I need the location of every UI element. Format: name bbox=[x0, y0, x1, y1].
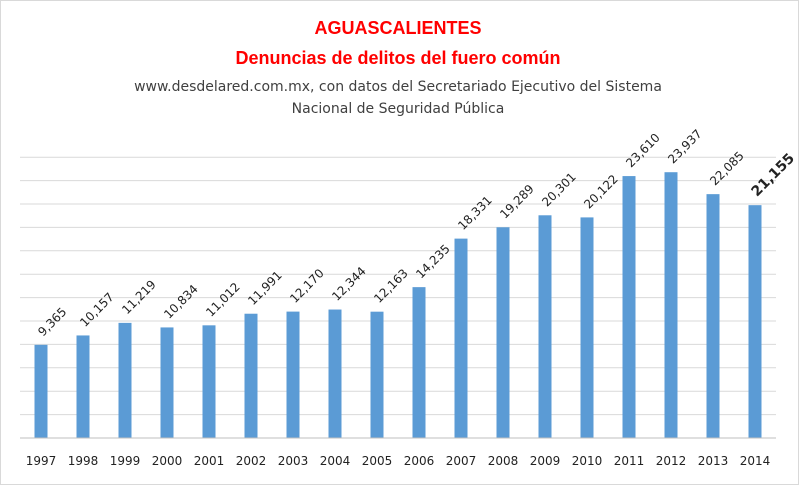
x-tick-label: 2013 bbox=[698, 454, 729, 468]
source-line-1: www.desdelared.com.mx, con datos del Sec… bbox=[134, 79, 662, 95]
bar-1997 bbox=[34, 344, 48, 438]
chart-subtitle: Denuncias de delitos del fuero común bbox=[235, 48, 560, 68]
bar-2008 bbox=[496, 227, 510, 438]
data-label: 22,085 bbox=[707, 149, 747, 189]
x-tick-label: 2008 bbox=[488, 454, 519, 468]
data-label: 21,155 bbox=[749, 150, 799, 200]
x-tick-label: 2004 bbox=[320, 454, 351, 468]
x-tick-label: 2011 bbox=[614, 454, 645, 468]
bar-2006 bbox=[412, 287, 426, 438]
data-label: 10,834 bbox=[161, 282, 201, 322]
bar-2009 bbox=[538, 215, 552, 438]
data-label: 18,331 bbox=[455, 193, 495, 233]
data-label: 12,170 bbox=[287, 266, 327, 306]
bar-2000 bbox=[160, 327, 174, 438]
data-label: 12,163 bbox=[371, 266, 411, 306]
bar-2007 bbox=[454, 238, 468, 438]
bar-1998 bbox=[76, 335, 90, 438]
data-label: 19,289 bbox=[497, 182, 537, 222]
x-tick-label: 2000 bbox=[152, 454, 183, 468]
bar-2010 bbox=[580, 217, 594, 438]
x-tick-label: 2010 bbox=[572, 454, 603, 468]
bar-2012 bbox=[664, 172, 678, 439]
data-label: 14,235 bbox=[413, 242, 453, 282]
data-label: 20,301 bbox=[539, 170, 579, 210]
bar-1999 bbox=[118, 322, 132, 438]
bar-2003 bbox=[286, 311, 300, 438]
bars bbox=[34, 172, 762, 439]
x-tick-label: 2009 bbox=[530, 454, 561, 468]
bar-2001 bbox=[202, 325, 216, 438]
bar-2013 bbox=[706, 194, 720, 438]
x-tick-label: 2007 bbox=[446, 454, 477, 468]
source-line-2: Nacional de Seguridad Pública bbox=[292, 101, 505, 117]
x-tick-label: 2006 bbox=[404, 454, 435, 468]
x-tick-labels: 1997 1998 1999 2000 2001 2002 2003 2004 2005 2006… bbox=[26, 454, 771, 468]
x-tick-label: 1997 bbox=[26, 454, 57, 468]
data-label: 9,365 bbox=[35, 305, 69, 339]
data-label: 10,157 bbox=[77, 290, 117, 330]
x-tick-label: 2005 bbox=[362, 454, 393, 468]
data-label: 23,937 bbox=[665, 127, 705, 167]
chart-title: AGUASCALIENTES bbox=[314, 18, 481, 38]
x-tick-label: 2003 bbox=[278, 454, 309, 468]
data-label: 20,122 bbox=[581, 172, 621, 212]
bar-2004 bbox=[328, 309, 342, 438]
x-tick-label: 1998 bbox=[68, 454, 99, 468]
data-label: 23,610 bbox=[623, 131, 663, 171]
x-tick-label: 2001 bbox=[194, 454, 225, 468]
x-tick-label: 2002 bbox=[236, 454, 267, 468]
bar-2005 bbox=[370, 311, 384, 438]
bar-2011 bbox=[622, 176, 636, 438]
bar-2002 bbox=[244, 313, 258, 438]
x-tick-label: 2012 bbox=[656, 454, 687, 468]
x-tick-label: 2014 bbox=[740, 454, 771, 468]
bar-2014 bbox=[748, 205, 762, 438]
data-label: 11,012 bbox=[203, 280, 243, 320]
x-tick-label: 1999 bbox=[110, 454, 141, 468]
